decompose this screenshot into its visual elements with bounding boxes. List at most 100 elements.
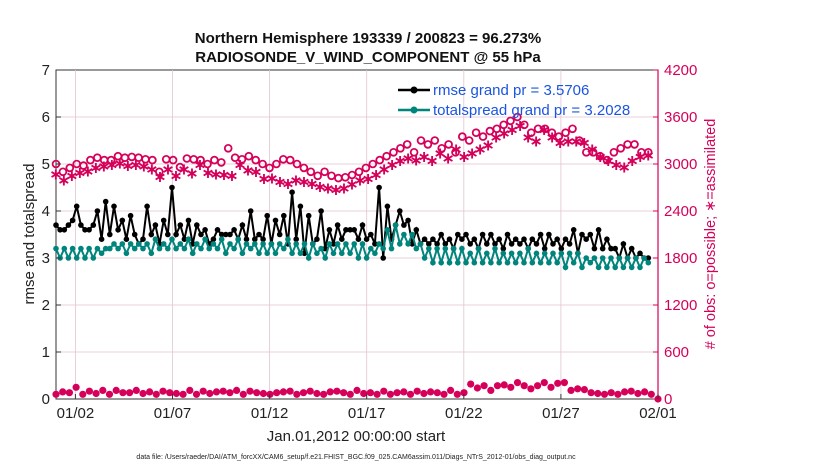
rmse-point	[102, 198, 109, 205]
low-obs-point	[600, 390, 609, 398]
spread-point	[554, 259, 560, 266]
low-obs-point	[233, 386, 241, 394]
spread-point	[421, 255, 428, 261]
low-obs-point	[467, 380, 475, 388]
rmse-point	[620, 241, 627, 247]
rmse-point	[214, 227, 221, 233]
y-axis-label-left: rmse and totalspread	[21, 164, 38, 305]
low-obs-point	[346, 390, 354, 398]
possible-obs-point	[251, 155, 261, 165]
spread-point	[608, 255, 614, 261]
low-obs-point	[253, 389, 261, 397]
low-obs-point	[299, 389, 308, 397]
spread-point	[181, 245, 188, 252]
rmse-point	[169, 184, 175, 191]
low-obs-point	[607, 389, 615, 397]
low-obs-point	[79, 390, 87, 398]
rmse-point	[591, 245, 598, 252]
low-obs-point	[126, 389, 134, 397]
low-obs-point	[500, 381, 508, 389]
rmse-point	[426, 241, 432, 247]
spread-point	[541, 250, 548, 257]
rmse-point	[293, 236, 300, 242]
possible-obs-point	[265, 163, 274, 173]
assimilated-obs-point: ∗	[578, 133, 591, 152]
rmse-point	[562, 236, 569, 242]
low-obs-point	[239, 390, 247, 398]
rmse-point	[533, 241, 540, 247]
spread-point	[194, 241, 200, 247]
low-obs-point	[393, 389, 401, 397]
rmse-point	[165, 231, 171, 238]
spread-point	[73, 255, 80, 261]
rmse-point	[198, 231, 204, 238]
spread-point	[380, 245, 387, 252]
assimilated-obs-point: ∗	[137, 157, 150, 176]
assimilated-obs-point: ∗	[217, 165, 230, 184]
spread-point	[508, 250, 515, 257]
spread-point	[566, 250, 573, 257]
low-obs-point	[453, 390, 461, 398]
rmse-point	[484, 241, 490, 247]
y-tick-label-left: 5	[42, 156, 50, 173]
possible-obs-point	[196, 155, 205, 165]
low-obs-point	[192, 390, 201, 398]
spread-point	[401, 231, 407, 238]
spread-point	[339, 250, 345, 257]
rmse-point	[218, 231, 225, 238]
possible-obs-point	[540, 124, 550, 134]
spread-point	[529, 259, 536, 266]
spread-point	[210, 241, 217, 247]
assimilated-obs-point: ∗	[489, 128, 502, 147]
rmse-point	[73, 203, 80, 210]
possible-obs-point	[616, 144, 625, 153]
rmse-point	[98, 236, 105, 242]
rmse-point	[608, 245, 614, 252]
low-obs-point	[246, 387, 254, 395]
rmse-point	[413, 227, 420, 233]
low-obs-point	[413, 387, 421, 395]
assimilated-obs-point: ∗	[441, 149, 454, 168]
assimilated-obs-point: ∗	[562, 132, 575, 151]
spread-point	[239, 250, 246, 257]
spread-point	[189, 250, 196, 257]
assimilated-obs-point: ∗	[249, 162, 262, 181]
spread-point	[583, 255, 589, 261]
spread-point	[641, 255, 647, 261]
rmse-point	[401, 222, 407, 228]
rmse-point	[558, 245, 565, 252]
low-obs-point	[627, 387, 635, 395]
low-obs-point	[547, 383, 555, 391]
low-obs-point	[72, 383, 80, 391]
spread-point	[599, 255, 606, 261]
legend-rmse-marker	[410, 86, 418, 94]
spread-point	[235, 236, 241, 242]
possible-obs-point	[457, 132, 467, 141]
spread-point	[496, 259, 503, 266]
rmse-point	[504, 231, 511, 238]
rmse-point	[78, 222, 84, 228]
rmse-point	[148, 231, 155, 238]
low-obs-point	[226, 389, 234, 397]
spread-point	[471, 259, 478, 266]
spread-point	[570, 259, 577, 266]
rmse-point	[127, 212, 134, 219]
x-tick-label: 01/07	[154, 405, 192, 422]
spread-point	[314, 250, 320, 257]
possible-obs-point	[168, 155, 178, 165]
rmse-point	[463, 231, 469, 238]
rmse-point	[131, 231, 138, 238]
legend-rmse-label: rmse grand pr = 3.5706	[433, 82, 589, 99]
spread-point	[310, 241, 316, 247]
possible-obs-point	[79, 161, 88, 170]
spread-point	[111, 241, 117, 247]
rmse-point	[479, 231, 486, 238]
rmse-point	[546, 231, 552, 238]
y-tick-label-left: 0	[42, 391, 50, 408]
assimilated-obs-point: ∗	[505, 120, 518, 139]
low-obs-point	[59, 388, 67, 396]
low-obs-point	[480, 382, 488, 390]
low-obs-point	[614, 390, 622, 398]
spread-point	[438, 259, 445, 266]
spread-point	[102, 245, 109, 252]
